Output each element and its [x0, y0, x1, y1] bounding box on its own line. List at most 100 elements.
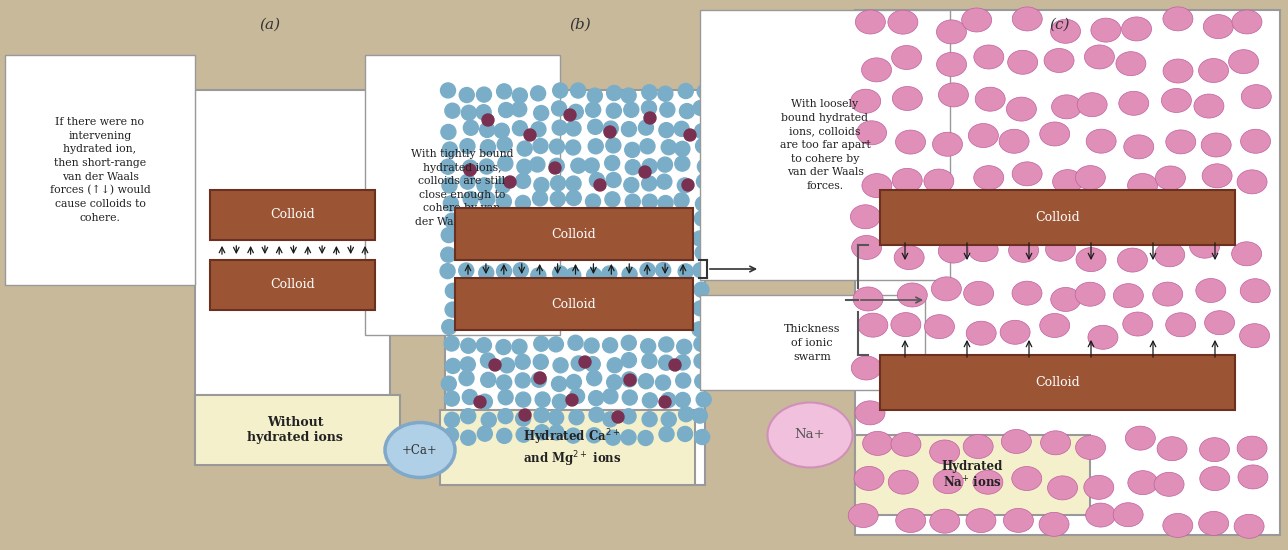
Ellipse shape	[939, 83, 969, 107]
Ellipse shape	[931, 277, 961, 301]
Bar	[455, 208, 693, 260]
Ellipse shape	[850, 89, 881, 113]
Circle shape	[694, 374, 710, 389]
Ellipse shape	[855, 401, 885, 425]
Circle shape	[444, 336, 459, 351]
Circle shape	[679, 84, 693, 98]
Circle shape	[589, 139, 603, 154]
Ellipse shape	[1075, 248, 1106, 272]
Circle shape	[498, 409, 513, 424]
Circle shape	[590, 173, 604, 188]
Circle shape	[464, 164, 477, 176]
Circle shape	[696, 139, 711, 153]
Circle shape	[478, 426, 492, 441]
Circle shape	[551, 101, 567, 116]
Ellipse shape	[1157, 437, 1188, 461]
Circle shape	[535, 425, 550, 439]
Ellipse shape	[1238, 465, 1267, 489]
Circle shape	[676, 339, 692, 354]
Circle shape	[585, 356, 600, 372]
Circle shape	[515, 354, 531, 369]
Circle shape	[640, 263, 656, 278]
Ellipse shape	[1039, 122, 1070, 146]
Circle shape	[605, 192, 620, 207]
Ellipse shape	[385, 422, 455, 477]
Ellipse shape	[1113, 503, 1144, 527]
Circle shape	[679, 264, 693, 279]
Ellipse shape	[1088, 325, 1118, 349]
Circle shape	[497, 263, 511, 279]
Circle shape	[587, 371, 601, 386]
Circle shape	[638, 431, 653, 446]
Circle shape	[621, 353, 636, 367]
Ellipse shape	[857, 121, 886, 145]
Circle shape	[640, 139, 656, 154]
Bar	[440, 410, 696, 485]
Ellipse shape	[936, 52, 966, 76]
Circle shape	[639, 120, 653, 135]
Circle shape	[603, 121, 618, 136]
Text: Colloid: Colloid	[1036, 376, 1079, 389]
Ellipse shape	[1229, 50, 1258, 74]
Circle shape	[623, 178, 639, 192]
Ellipse shape	[1123, 135, 1154, 159]
Circle shape	[657, 174, 672, 189]
Circle shape	[603, 338, 617, 353]
Ellipse shape	[854, 466, 884, 491]
Ellipse shape	[1126, 426, 1155, 450]
Circle shape	[674, 122, 689, 136]
Circle shape	[639, 373, 653, 389]
Bar	[880, 190, 1235, 245]
Circle shape	[477, 338, 492, 353]
Circle shape	[694, 430, 710, 444]
Ellipse shape	[1046, 237, 1075, 261]
Ellipse shape	[768, 403, 853, 467]
Circle shape	[461, 338, 475, 353]
Ellipse shape	[1242, 85, 1271, 109]
Ellipse shape	[975, 87, 1005, 111]
Ellipse shape	[851, 235, 881, 260]
Ellipse shape	[1118, 248, 1148, 272]
Bar	[699, 10, 951, 280]
Ellipse shape	[1091, 18, 1121, 42]
Circle shape	[585, 338, 599, 353]
Circle shape	[643, 412, 657, 427]
Circle shape	[568, 104, 583, 119]
Circle shape	[658, 196, 674, 211]
Circle shape	[621, 336, 636, 350]
Ellipse shape	[930, 509, 960, 533]
Circle shape	[479, 122, 495, 138]
Circle shape	[659, 102, 675, 117]
Circle shape	[565, 428, 581, 443]
Ellipse shape	[966, 321, 996, 345]
Circle shape	[477, 104, 491, 120]
Ellipse shape	[1113, 284, 1144, 307]
Circle shape	[644, 112, 656, 124]
Circle shape	[531, 268, 546, 283]
Ellipse shape	[1039, 314, 1070, 338]
Text: Thickness
of ionic
swarm: Thickness of ionic swarm	[784, 324, 840, 361]
Circle shape	[533, 106, 549, 120]
Circle shape	[460, 174, 475, 189]
Circle shape	[586, 428, 601, 443]
Ellipse shape	[851, 356, 881, 380]
Ellipse shape	[1236, 170, 1267, 194]
Bar	[855, 10, 1280, 535]
Circle shape	[514, 263, 528, 278]
Ellipse shape	[893, 86, 922, 111]
Bar	[194, 395, 401, 465]
Circle shape	[442, 142, 457, 157]
Circle shape	[480, 140, 496, 155]
Ellipse shape	[1052, 169, 1083, 194]
Circle shape	[586, 194, 600, 209]
Circle shape	[440, 160, 456, 174]
Ellipse shape	[1231, 10, 1262, 34]
Bar	[855, 435, 1090, 515]
Ellipse shape	[1084, 45, 1114, 69]
Text: Colloid: Colloid	[270, 278, 314, 292]
Circle shape	[442, 178, 457, 193]
Circle shape	[535, 178, 549, 192]
Circle shape	[697, 174, 711, 189]
Ellipse shape	[1075, 166, 1105, 190]
Text: Colloid: Colloid	[1036, 211, 1079, 224]
